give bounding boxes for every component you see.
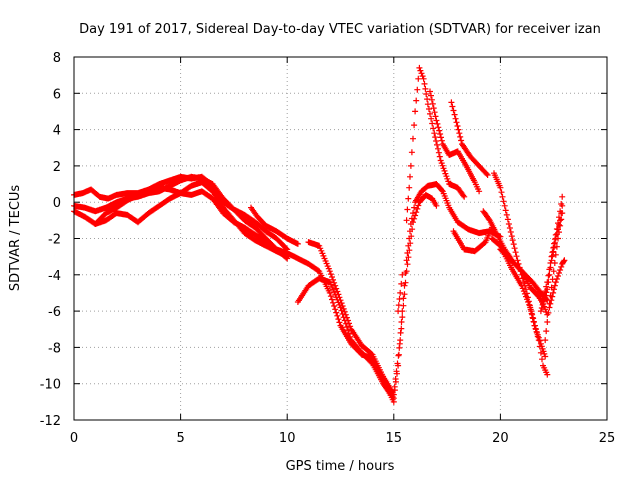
series-arc-12 (450, 224, 495, 255)
x-tick-label: 20 (492, 431, 509, 446)
data-point-markers (491, 170, 549, 360)
series-arc-20 (546, 257, 568, 311)
series-arc-18 (537, 202, 566, 315)
x-tick-label: 25 (599, 431, 616, 446)
y-tick-label: -8 (48, 341, 61, 356)
y-tick-label: 4 (53, 124, 61, 139)
data-point-markers (488, 235, 551, 378)
data-point-markers (305, 191, 440, 398)
tick-layer: 0 5 10 15 20 25 -12 -10 -8 -6 -4 -2 0 2 4 6 8 (40, 51, 616, 446)
data-point-markers (403, 64, 468, 224)
series-arc-5 (248, 204, 301, 247)
series-arc-15 (488, 235, 551, 378)
data-point-markers (92, 179, 291, 260)
data-point-markers (542, 210, 566, 344)
y-tick-label: 8 (53, 51, 61, 66)
data-point-markers (427, 88, 483, 195)
plot-frame (73, 56, 608, 421)
x-tick-label: 0 (70, 431, 78, 446)
series-arc-11 (448, 99, 491, 178)
y-axis-label: SDTVAR / TECUs (8, 185, 23, 292)
series-arc-7 (305, 191, 440, 398)
series-arc-14 (491, 170, 549, 360)
data-point-markers (248, 204, 301, 247)
y-tick-label: -4 (48, 269, 61, 284)
data-point-markers (395, 271, 406, 315)
x-tick-label: 10 (279, 431, 296, 446)
x-tick-label: 5 (176, 431, 184, 446)
chart-title: Day 191 of 2017, Sidereal Day-to-day VTE… (79, 22, 601, 37)
y-tick-label: -2 (48, 233, 61, 248)
x-tick-label: 15 (386, 431, 403, 446)
y-tick-label: -12 (40, 414, 61, 429)
y-tick-label: 6 (53, 87, 61, 102)
series-arc-9 (403, 64, 468, 224)
series-arc-19 (542, 210, 566, 344)
data-point-markers (537, 202, 566, 315)
data-layer (71, 64, 568, 405)
series-arc-8 (395, 271, 406, 315)
y-tick-label: -10 (40, 378, 61, 393)
data-point-markers (448, 99, 491, 178)
x-axis-label: GPS time / hours (286, 459, 395, 474)
data-point-markers (450, 224, 495, 255)
y-tick-label: -6 (48, 305, 61, 320)
grid-layer (74, 57, 607, 420)
y-tick-label: 2 (53, 160, 61, 175)
data-point-markers (546, 257, 568, 311)
series-arc-4 (92, 179, 291, 260)
y-tick-label: 0 (53, 196, 61, 211)
series-arc-10 (427, 88, 483, 195)
